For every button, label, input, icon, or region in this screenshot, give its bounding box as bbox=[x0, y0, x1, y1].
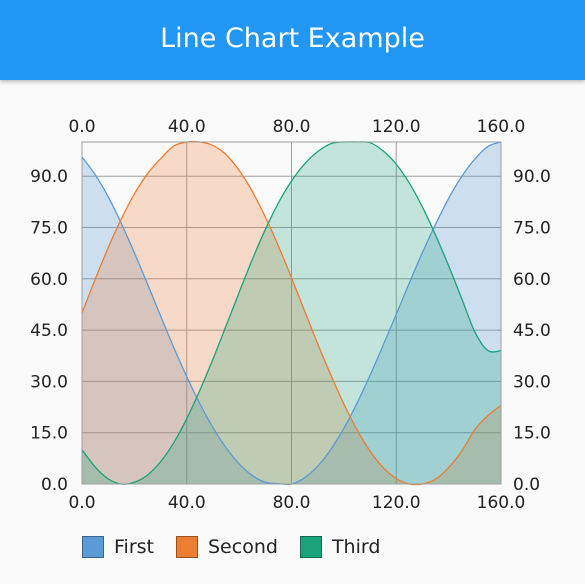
y-axis-right: 0.0 15.0 30.0 45.0 60.0 75.0 90.0 bbox=[513, 167, 551, 495]
legend-swatch-third bbox=[299, 536, 322, 558]
y-tick-label-right: 90.0 bbox=[513, 167, 551, 187]
y-tick-label-right: 0.0 bbox=[513, 475, 540, 495]
legend-label-third: Third bbox=[331, 536, 381, 558]
x-tick-label-top: 160.0 bbox=[477, 117, 526, 137]
legend-item-second[interactable]: Second bbox=[176, 536, 278, 558]
y-tick-label-left: 45.0 bbox=[30, 321, 68, 341]
y-tick-label-right: 45.0 bbox=[513, 321, 551, 341]
y-tick-label-left: 0.0 bbox=[41, 475, 68, 495]
y-axis-left: 0.0 15.0 30.0 45.0 60.0 75.0 90.0 bbox=[30, 167, 68, 495]
y-tick-label-right: 60.0 bbox=[513, 270, 551, 290]
series-area-second bbox=[82, 141, 501, 485]
legend-item-third[interactable]: Third bbox=[299, 536, 381, 558]
legend-label-first: First bbox=[114, 536, 154, 558]
series-area-third bbox=[82, 141, 501, 485]
series-line-second bbox=[81, 140, 502, 486]
y-tick-label-left: 15.0 bbox=[30, 424, 68, 444]
x-tick-label-top: 40.0 bbox=[168, 117, 206, 137]
app-bar: Line Chart Example bbox=[0, 0, 585, 80]
x-tick-label-top: 80.0 bbox=[273, 117, 311, 137]
legend-swatch-second bbox=[176, 536, 198, 558]
x-tick-label-bottom: 40.0 bbox=[168, 493, 206, 513]
plot-border bbox=[81, 141, 502, 485]
x-axis-bottom: 0.0 40.0 80.0 120.0 160.0 bbox=[68, 493, 525, 513]
y-tick-label-right: 15.0 bbox=[513, 424, 551, 444]
y-tick-label-left: 30.0 bbox=[30, 372, 68, 392]
series-line-third bbox=[81, 141, 502, 485]
y-tick-label-left: 75.0 bbox=[30, 219, 68, 239]
legend-swatch-first bbox=[82, 536, 104, 558]
y-tick-label-right: 75.0 bbox=[513, 219, 551, 239]
x-tick-label-top: 120.0 bbox=[372, 117, 421, 137]
app-title: Line Chart Example bbox=[160, 22, 425, 54]
x-tick-label-bottom: 120.0 bbox=[372, 493, 421, 513]
legend-label-second: Second bbox=[208, 536, 278, 558]
y-tick-label-left: 60.0 bbox=[30, 270, 68, 290]
x-tick-label-bottom: 80.0 bbox=[273, 493, 311, 513]
y-tick-label-right: 30.0 bbox=[513, 372, 551, 392]
legend-item-first[interactable]: First bbox=[82, 536, 154, 558]
y-tick-label-left: 90.0 bbox=[30, 167, 68, 187]
x-tick-label-bottom: 0.0 bbox=[68, 493, 95, 513]
x-axis-top: 0.0 40.0 80.0 120.0 160.0 bbox=[68, 117, 525, 137]
legend: First Second Third bbox=[82, 536, 402, 558]
series-areas bbox=[82, 141, 501, 485]
line-chart: 0.0 40.0 80.0 120.0 160.0 0.0 40.0 80.0 120.0 16… bbox=[30, 117, 551, 513]
series-area-first bbox=[82, 142, 501, 485]
x-tick-label-bottom: 160.0 bbox=[477, 493, 526, 513]
x-tick-label-top: 0.0 bbox=[68, 117, 95, 137]
